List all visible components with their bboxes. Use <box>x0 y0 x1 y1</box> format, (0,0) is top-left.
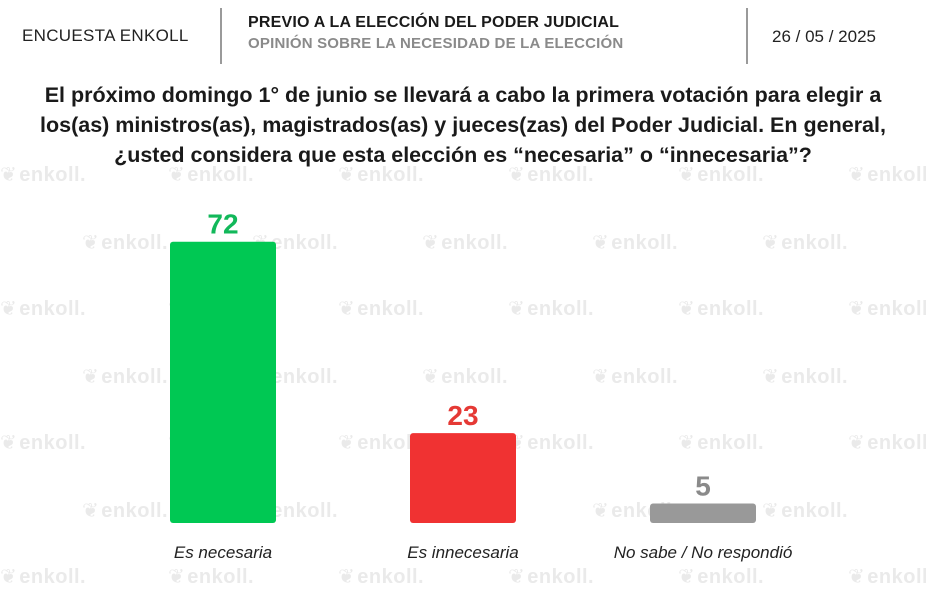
category-label-1: Es necesaria <box>174 543 272 562</box>
category-label-3: No sabe / No respondió <box>614 543 793 562</box>
bar-2 <box>410 433 516 523</box>
header: ENCUESTA ENKOLL PREVIO A LA ELECCIÓN DEL… <box>0 0 926 72</box>
bar-chart: 72 Es necesaria 23 Es innecesaria 5 No sabe /… <box>170 209 793 562</box>
header-title: PREVIO A LA ELECCIÓN DEL PODER JUDICIAL <box>248 14 620 31</box>
bar-1 <box>170 241 276 523</box>
question-line-3: ¿usted considera que esta elección es “n… <box>114 143 812 167</box>
bar-3 <box>650 503 756 523</box>
data-label-2: 23 <box>447 400 478 431</box>
header-title-block: PREVIO A LA ELECCIÓN DEL PODER JUDICIAL … <box>248 14 623 52</box>
header-divider-left <box>220 8 222 64</box>
header-subtitle: OPINIÓN SOBRE LA NECESIDAD DE LA ELECCIÓ… <box>248 35 624 52</box>
question-line-1: El próximo domingo 1° de junio se llevar… <box>44 83 882 107</box>
survey-question: El próximo domingo 1° de junio se llevar… <box>0 80 926 170</box>
data-label-1: 72 <box>207 209 238 240</box>
category-label-2: Es innecesaria <box>407 543 519 562</box>
survey-brand: ENCUESTA ENKOLL <box>22 26 189 45</box>
data-label-3: 5 <box>695 470 711 501</box>
survey-date: 26 / 05 / 2025 <box>772 27 876 46</box>
question-line-2: los(as) ministros(as), magistrados(as) y… <box>40 113 886 137</box>
header-divider-right <box>746 8 748 64</box>
